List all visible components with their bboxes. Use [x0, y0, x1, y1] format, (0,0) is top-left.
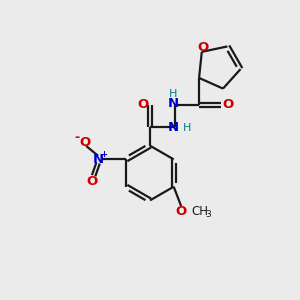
Text: CH: CH — [191, 205, 208, 218]
Text: O: O — [176, 205, 187, 218]
Text: 3: 3 — [205, 210, 211, 219]
Text: O: O — [222, 98, 233, 111]
Text: O: O — [86, 175, 98, 188]
Text: H: H — [182, 123, 191, 133]
Text: N: N — [167, 97, 178, 110]
Text: +: + — [100, 149, 106, 158]
Text: -: - — [74, 131, 79, 144]
Text: N: N — [92, 153, 104, 166]
Text: H: H — [169, 89, 177, 99]
Text: N: N — [167, 122, 178, 134]
Text: O: O — [138, 98, 149, 111]
Text: O: O — [79, 136, 90, 149]
Text: O: O — [198, 41, 209, 55]
